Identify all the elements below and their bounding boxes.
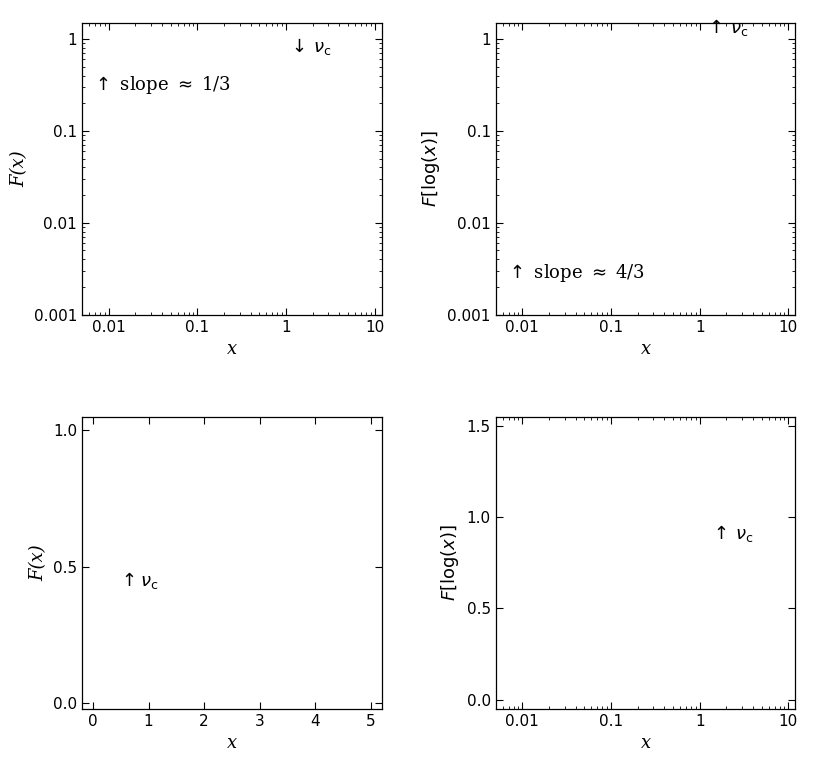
Text: $\downarrow\,\nu_{\rm c}$: $\downarrow\,\nu_{\rm c}$ — [287, 36, 331, 57]
X-axis label: x: x — [640, 340, 649, 358]
X-axis label: x: x — [640, 734, 649, 752]
Text: $\uparrow\,\nu_{\rm c}$: $\uparrow\,\nu_{\rm c}$ — [709, 523, 752, 544]
Text: $\uparrow$ slope $\approx$ 4/3: $\uparrow$ slope $\approx$ 4/3 — [505, 262, 644, 284]
X-axis label: x: x — [227, 734, 237, 752]
Y-axis label: $F[\log(x)]$: $F[\log(x)]$ — [419, 130, 441, 207]
Y-axis label: F(x): F(x) — [29, 544, 48, 581]
Text: $\uparrow\,\nu_{\rm c}$: $\uparrow\,\nu_{\rm c}$ — [704, 18, 748, 38]
Y-axis label: F(x): F(x) — [10, 150, 28, 187]
Y-axis label: $F[\log(x)]$: $F[\log(x)]$ — [439, 524, 460, 601]
Text: $\uparrow$ slope $\approx$ 1/3: $\uparrow$ slope $\approx$ 1/3 — [92, 74, 231, 96]
Text: $\uparrow\nu_{\rm c}$: $\uparrow\nu_{\rm c}$ — [118, 570, 158, 591]
X-axis label: x: x — [227, 340, 237, 358]
